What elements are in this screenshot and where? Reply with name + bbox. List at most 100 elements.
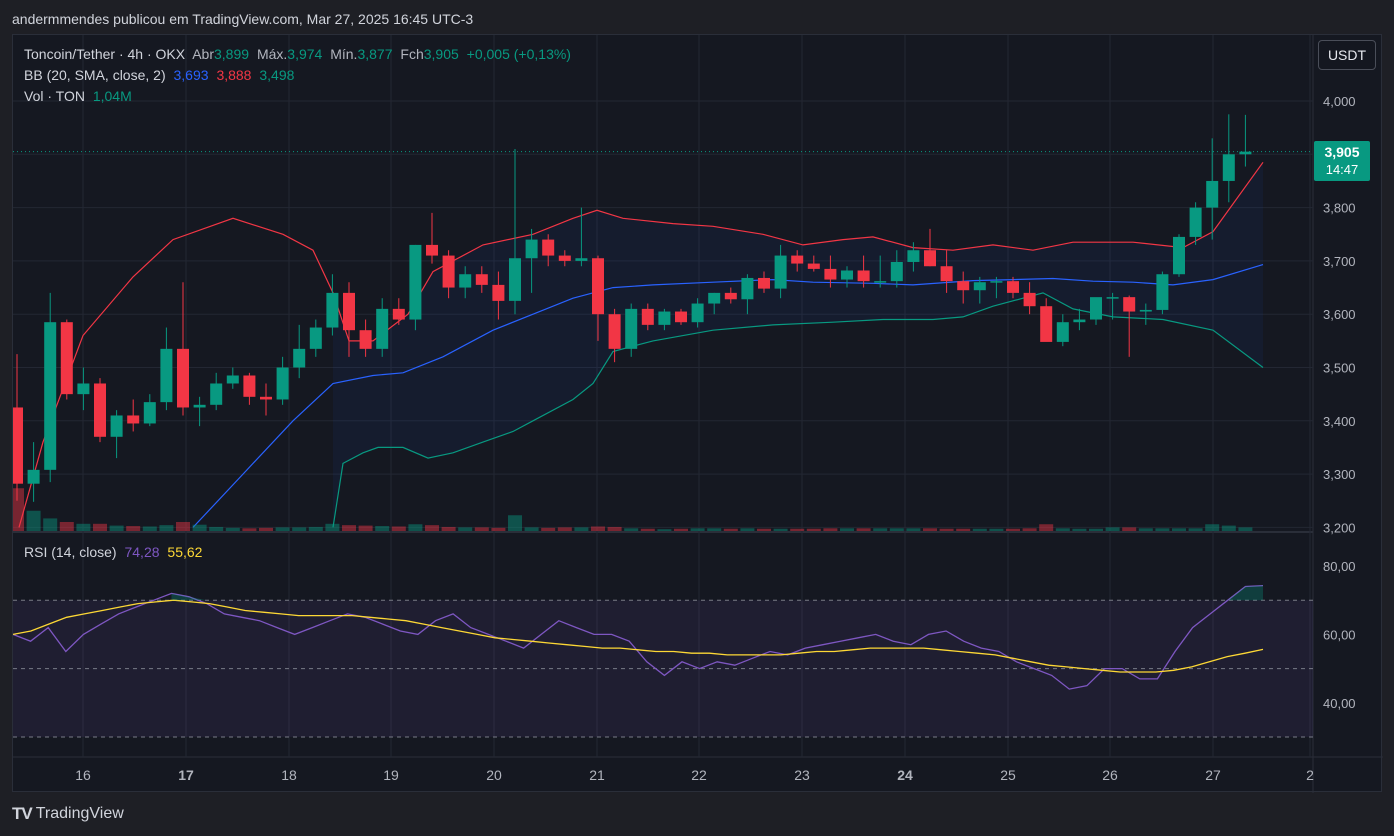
vol-label[interactable]: Vol · TON <box>24 88 85 104</box>
volume-bar <box>425 525 439 531</box>
legend-volume: Vol · TON 1,04M <box>24 88 136 104</box>
candle <box>940 250 953 293</box>
time-tick-label: 22 <box>691 767 707 783</box>
volume-bar <box>93 523 107 531</box>
volume-bar <box>391 526 406 531</box>
rsi-label[interactable]: RSI (14, close) <box>24 544 117 560</box>
candle <box>260 383 272 416</box>
low-label: Mín. <box>330 46 358 62</box>
candle-body <box>841 270 853 280</box>
candle <box>309 319 322 357</box>
candle <box>359 319 372 357</box>
candle <box>1056 314 1069 347</box>
candle <box>724 287 737 304</box>
candle <box>558 250 571 267</box>
candle <box>276 356 289 405</box>
candle <box>293 324 306 379</box>
publisher-header: andermmendes publicou em TradingView.com… <box>12 11 474 27</box>
candle <box>60 319 73 400</box>
candle <box>791 250 804 272</box>
candle-body <box>392 308 405 320</box>
candle-body <box>459 274 472 288</box>
candle <box>77 367 90 411</box>
candle-body <box>343 292 355 331</box>
candle-body <box>110 415 123 437</box>
time-tick-label: 17 <box>178 767 194 783</box>
volume-bar <box>757 528 771 531</box>
high-value: 3,974 <box>287 46 323 62</box>
currency-button[interactable]: USDT <box>1318 40 1376 70</box>
chart-canvas[interactable]: 4,0003,9003,8003,7003,6003,5003,4003,300… <box>13 35 1383 793</box>
candle-body <box>1040 306 1053 342</box>
candle-body <box>143 402 156 424</box>
bb-label[interactable]: BB (20, SMA, close, 2) <box>24 67 166 83</box>
volume-bar <box>1072 528 1087 531</box>
volume-bar <box>59 522 74 531</box>
candle <box>1189 202 1202 245</box>
bb-lower-line <box>332 292 1264 528</box>
volume-bar <box>873 528 888 531</box>
candle-body <box>1156 274 1169 310</box>
volume-bar <box>474 527 489 531</box>
volume-bar <box>242 528 257 531</box>
volume-bar <box>1205 524 1220 531</box>
volume-bar <box>541 527 556 531</box>
bb-upper-line <box>18 161 1264 528</box>
volume-bar <box>640 528 655 531</box>
candle <box>973 276 986 304</box>
volume-bar <box>624 528 639 531</box>
symbol-label[interactable]: Toncoin/Tether · 4h · OKX <box>24 46 186 62</box>
candle <box>774 244 787 299</box>
time-tick-label: 25 <box>1000 767 1016 783</box>
candle-body <box>127 415 140 424</box>
candle-body <box>1189 207 1202 237</box>
candle-body <box>260 396 272 400</box>
candle-body <box>509 258 521 301</box>
volume-bar <box>1188 528 1203 531</box>
candle <box>1156 271 1169 315</box>
candle-body <box>226 375 239 384</box>
time-tick-label: 18 <box>281 767 297 783</box>
candle <box>1206 138 1219 240</box>
chart-frame[interactable]: 4,0003,9003,8003,7003,6003,5003,4003,300… <box>12 34 1383 793</box>
volume-bar <box>1055 528 1070 531</box>
candle-body <box>824 268 837 280</box>
volume-bar <box>1221 525 1236 531</box>
volume-bar <box>26 510 41 531</box>
candle <box>1023 282 1036 315</box>
candle <box>94 378 106 443</box>
volume-bar <box>557 527 572 531</box>
candle-body <box>1139 309 1152 312</box>
candle-body <box>293 348 306 368</box>
candle-body <box>326 292 339 328</box>
volume-bar <box>607 526 622 531</box>
volume-bar <box>524 527 539 531</box>
volume-bar <box>1006 528 1020 531</box>
volume-bar <box>109 525 124 531</box>
candle <box>409 244 422 331</box>
volume-bar <box>159 525 174 531</box>
time-tick-label: 2 <box>1306 767 1314 783</box>
candle <box>874 255 887 288</box>
candle-body <box>558 255 571 261</box>
volume-bar <box>1155 528 1170 531</box>
candle-body <box>658 311 671 325</box>
candle <box>525 228 538 293</box>
footer-branding: TV TradingView <box>12 804 124 824</box>
candle-body <box>1106 297 1119 299</box>
candle <box>343 282 355 357</box>
close-value: 3,905 <box>423 46 459 62</box>
candle <box>226 367 239 389</box>
candle <box>592 255 604 341</box>
candle <box>1173 234 1185 277</box>
volume-bar <box>740 528 755 531</box>
candle-body <box>1007 281 1019 293</box>
rsi-ma-value: 55,62 <box>167 544 203 560</box>
volume-bar <box>176 522 190 531</box>
candle-body <box>542 239 555 256</box>
volume-bar <box>923 528 937 531</box>
volume-bar <box>76 523 91 531</box>
candle-body <box>1123 297 1136 312</box>
volume-bar <box>574 527 589 531</box>
candle <box>1139 303 1152 325</box>
